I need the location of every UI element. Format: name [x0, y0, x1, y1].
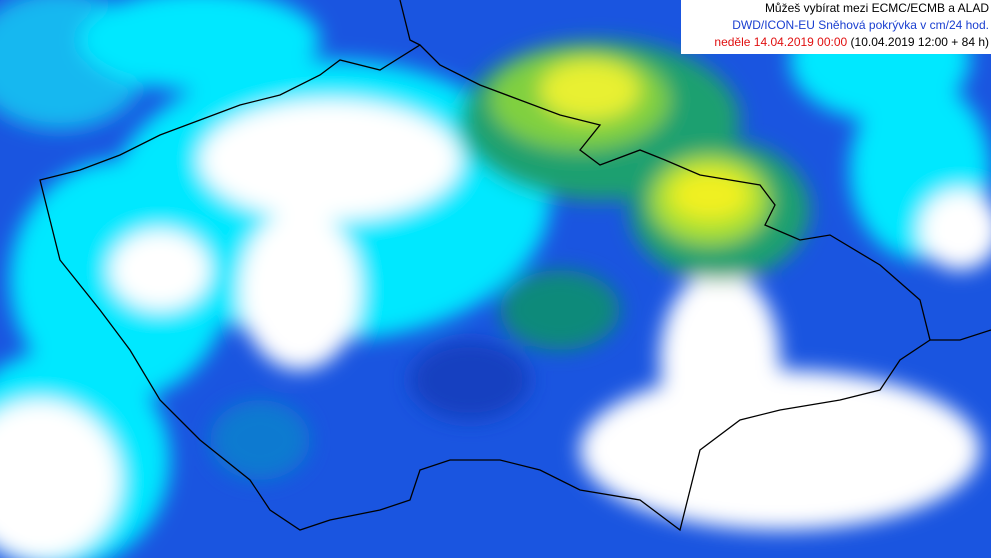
- model: DWD/ICON-EU Sněhová pokrývka v cm/24 hod…: [732, 18, 989, 32]
- border: [39, 44, 931, 532]
- info-box: Můžeš vybírat mezi ECMC/ECMB a ALAD DWD/…: [681, 0, 991, 54]
- note: Můžeš vybírat mezi ECMC/ECMB a ALAD: [764, 1, 989, 15]
- border: [399, 0, 991, 341]
- time-line: neděle 14.04.2019 00:00 (10.04.2019 12:0…: [681, 34, 989, 51]
- valid-time: neděle 14.04.2019 00:00: [714, 35, 848, 49]
- init-time: (10.04.2019 12:00 + 84 h): [850, 35, 989, 49]
